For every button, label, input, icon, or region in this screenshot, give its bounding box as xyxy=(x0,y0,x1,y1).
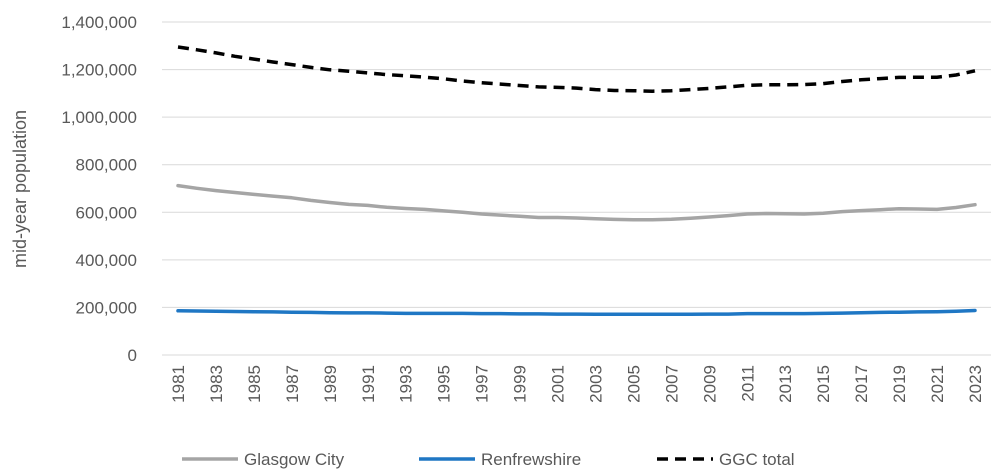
y-axis-tick-labels: 0 200,000 400,000 600,000 800,000 1,000,000 1,… xyxy=(61,13,137,365)
x-tick-label: 2007 xyxy=(662,365,681,403)
x-tick-label: 1995 xyxy=(435,365,454,403)
y-tick-label: 400,000 xyxy=(76,251,137,270)
legend: Glasgow City Renfrewshire GGC total xyxy=(182,450,795,469)
series-line-renfrewshire xyxy=(176,308,977,317)
x-tick-label: 2011 xyxy=(738,365,757,402)
x-tick-label: 2015 xyxy=(814,365,833,403)
x-tick-label: 1997 xyxy=(473,365,492,403)
x-tick-label: 2005 xyxy=(624,365,643,403)
y-tick-label: 800,000 xyxy=(76,156,137,175)
y-tick-label: 600,000 xyxy=(76,203,137,222)
series-line-ggc-total xyxy=(177,45,976,93)
legend-label: Renfrewshire xyxy=(481,450,581,469)
x-tick-label: 1981 xyxy=(169,365,188,403)
y-tick-label: 200,000 xyxy=(76,298,137,317)
x-tick-label: 2013 xyxy=(776,365,795,403)
x-tick-label: 1993 xyxy=(397,365,416,403)
x-tick-label: 2001 xyxy=(549,365,568,403)
x-tick-label: 1991 xyxy=(359,365,378,403)
x-axis-tick-labels: 1981 1983 1985 1987 1989 1991 1993 1995 1997 1999… xyxy=(169,365,985,403)
series-lines xyxy=(176,45,977,317)
y-tick-label: 1,400,000 xyxy=(61,13,137,32)
x-tick-label: 1987 xyxy=(283,365,302,403)
legend-label: Glasgow City xyxy=(244,450,345,469)
y-tick-label: 0 xyxy=(128,346,137,365)
x-tick-label: 2017 xyxy=(852,365,871,403)
x-tick-label: 1983 xyxy=(207,365,226,403)
x-tick-label: 1985 xyxy=(245,365,264,403)
x-tick-label: 1999 xyxy=(511,365,530,403)
x-tick-label: 2019 xyxy=(890,365,909,403)
x-tick-label: 2003 xyxy=(586,365,605,403)
x-tick-label: 2009 xyxy=(700,365,719,403)
x-tick-label: 2021 xyxy=(928,365,947,403)
x-tick-label: 1989 xyxy=(321,365,340,403)
gridlines xyxy=(162,21,991,308)
x-tick-label: 2023 xyxy=(966,365,985,403)
legend-label: GGC total xyxy=(719,450,795,469)
y-tick-label: 1,000,000 xyxy=(61,108,137,127)
series-line-glasgow-city xyxy=(176,183,977,222)
y-axis-title: mid-year population xyxy=(10,110,30,268)
y-tick-label: 1,200,000 xyxy=(61,61,137,80)
